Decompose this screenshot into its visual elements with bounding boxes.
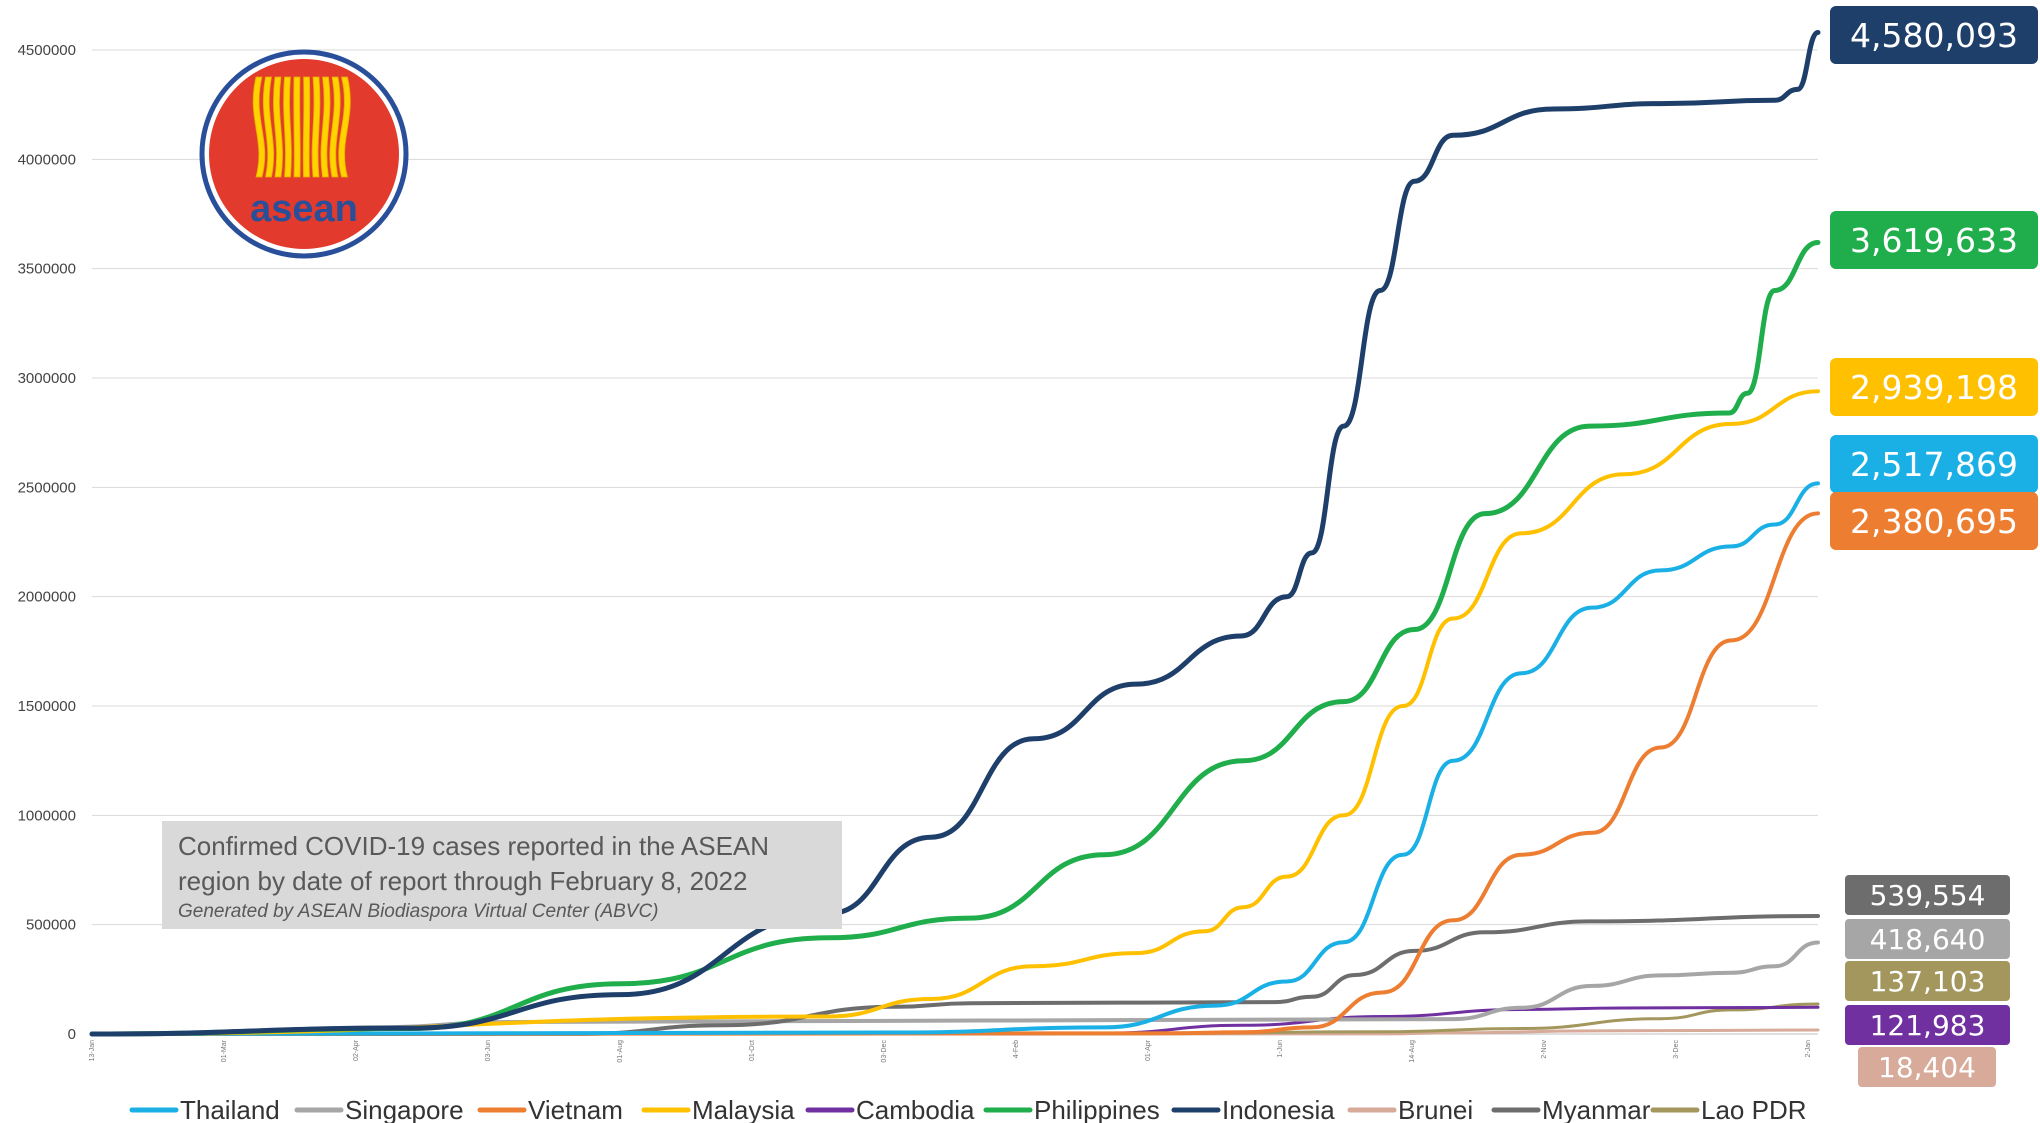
callout-box-lao-pdr xyxy=(1845,961,2010,1001)
legend-label-malaysia: Malaysia xyxy=(692,1095,795,1123)
callout-box-brunei xyxy=(1858,1047,1996,1087)
series-line-indonesia xyxy=(89,30,1821,1037)
callout-value-brunei: 18,404 xyxy=(1878,1051,1976,1084)
legend-label-lao-pdr: Lao PDR xyxy=(1701,1095,1807,1123)
callout-value-myanmar: 539,554 xyxy=(1870,879,1986,912)
x-tick-label: 3-Dec xyxy=(1673,1040,1680,1059)
callout-value-singapore: 418,640 xyxy=(1870,923,1986,956)
callout-box-indonesia xyxy=(1830,6,2038,64)
rice-stalk xyxy=(283,76,292,178)
rice-stalk xyxy=(311,76,321,178)
x-tick-label: 14-Aug xyxy=(1409,1040,1416,1063)
callout-value-philippines: 3,619,633 xyxy=(1850,221,2018,260)
callout-value-cambodia: 121,983 xyxy=(1870,1009,1986,1042)
legend-label-philippines: Philippines xyxy=(1034,1095,1160,1123)
y-tick-label: 4500000 xyxy=(18,42,76,59)
rice-stalk xyxy=(302,76,311,178)
x-tick-label: 02-Apr xyxy=(353,1039,360,1061)
legend-label-vietnam: Vietnam xyxy=(528,1095,623,1123)
asean-logo: asean xyxy=(199,49,409,259)
callout-box-malaysia xyxy=(1830,358,2038,416)
callout-box-singapore xyxy=(1845,919,2010,959)
x-tick-label: 13-Jan xyxy=(89,1040,96,1062)
callout-value-indonesia: 4,580,093 xyxy=(1850,16,2018,55)
x-tick-label: 03-Dec xyxy=(881,1040,888,1063)
callout-value-lao-pdr: 137,103 xyxy=(1870,965,1986,998)
series-line-philippines xyxy=(89,240,1821,1037)
y-tick-label: 3500000 xyxy=(18,261,76,278)
x-tick-label: 01-Apr xyxy=(1145,1039,1152,1061)
y-tick-label: 4000000 xyxy=(18,151,76,168)
chart-info-box: Confirmed COVID-19 cases reported in the… xyxy=(162,821,842,929)
logo-wordmark: asean xyxy=(250,188,358,230)
x-tick-label: 01-Oct xyxy=(749,1040,756,1061)
callout-value-thailand: 2,517,869 xyxy=(1850,445,2018,484)
callout-box-philippines xyxy=(1830,211,2038,269)
legend-label-indonesia: Indonesia xyxy=(1222,1095,1335,1123)
chart-series-lines xyxy=(89,30,1821,1037)
final-value-callouts: 4,580,093 3,619,633 2,939,198 2,517,869 2,38… xyxy=(1830,6,2038,1087)
series-line-singapore xyxy=(90,940,1820,1036)
series-line-vietnam xyxy=(90,511,1820,1036)
y-tick-label: 2500000 xyxy=(18,479,76,496)
legend-label-brunei: Brunei xyxy=(1398,1095,1473,1123)
rice-stalk xyxy=(320,76,331,178)
callout-box-cambodia xyxy=(1845,1005,2010,1045)
rice-stalk xyxy=(262,76,275,178)
series-line-malaysia xyxy=(90,389,1820,1036)
y-tick-label: 1000000 xyxy=(18,807,76,824)
y-axis-tick-labels: 0 500000 1000000 1500000 2000000 2500000 30000… xyxy=(18,42,76,1043)
y-tick-label: 0 xyxy=(68,1026,76,1043)
legend-label-cambodia: Cambodia xyxy=(856,1095,975,1123)
rice-stalk xyxy=(293,76,301,178)
x-axis-tick-labels: 13-Jan 01-Mar 02-Apr 03-Jun 01-Aug 01-Oct 03-D… xyxy=(89,1039,1812,1062)
x-tick-label: 4-Feb xyxy=(1013,1040,1020,1058)
chart-legend: Thailand Singapore Vietnam Malaysia Cambodia… xyxy=(129,1095,1807,1123)
x-tick-label: 1-Jun xyxy=(1277,1040,1284,1058)
rice-stalk xyxy=(273,76,283,178)
legend-label-myanmar: Myanmar xyxy=(1542,1095,1651,1123)
y-tick-label: 2000000 xyxy=(18,589,76,606)
callout-value-malaysia: 2,939,198 xyxy=(1850,368,2018,407)
x-tick-label: 03-Jun xyxy=(485,1040,492,1062)
asean-rice-stalks-emblem-icon xyxy=(252,76,351,178)
rice-stalk xyxy=(338,76,351,178)
callout-box-myanmar xyxy=(1845,875,2010,915)
callout-value-vietnam: 2,380,695 xyxy=(1850,502,2018,541)
x-tick-label: 2-Nov xyxy=(1541,1040,1548,1059)
rice-stalk xyxy=(252,76,266,178)
x-tick-label: 2-Jan xyxy=(1805,1040,1812,1058)
legend-label-singapore: Singapore xyxy=(345,1095,464,1123)
series-line-thailand xyxy=(90,481,1820,1036)
x-tick-label: 01-Aug xyxy=(617,1040,624,1063)
y-tick-label: 3000000 xyxy=(18,370,76,387)
info-box-title: Confirmed COVID-19 cases reported in the… xyxy=(178,831,770,896)
callout-box-vietnam xyxy=(1830,492,2038,550)
rice-stalk xyxy=(329,76,341,178)
info-box-credit: Generated by ASEAN Biodiaspora Virtual C… xyxy=(178,901,659,922)
y-tick-label: 1500000 xyxy=(18,698,76,715)
y-tick-label: 500000 xyxy=(26,917,76,934)
x-tick-label: 01-Mar xyxy=(221,1039,228,1062)
series-line-myanmar xyxy=(90,914,1820,1036)
callout-box-thailand xyxy=(1830,435,2038,493)
legend-label-thailand: Thailand xyxy=(180,1095,280,1123)
